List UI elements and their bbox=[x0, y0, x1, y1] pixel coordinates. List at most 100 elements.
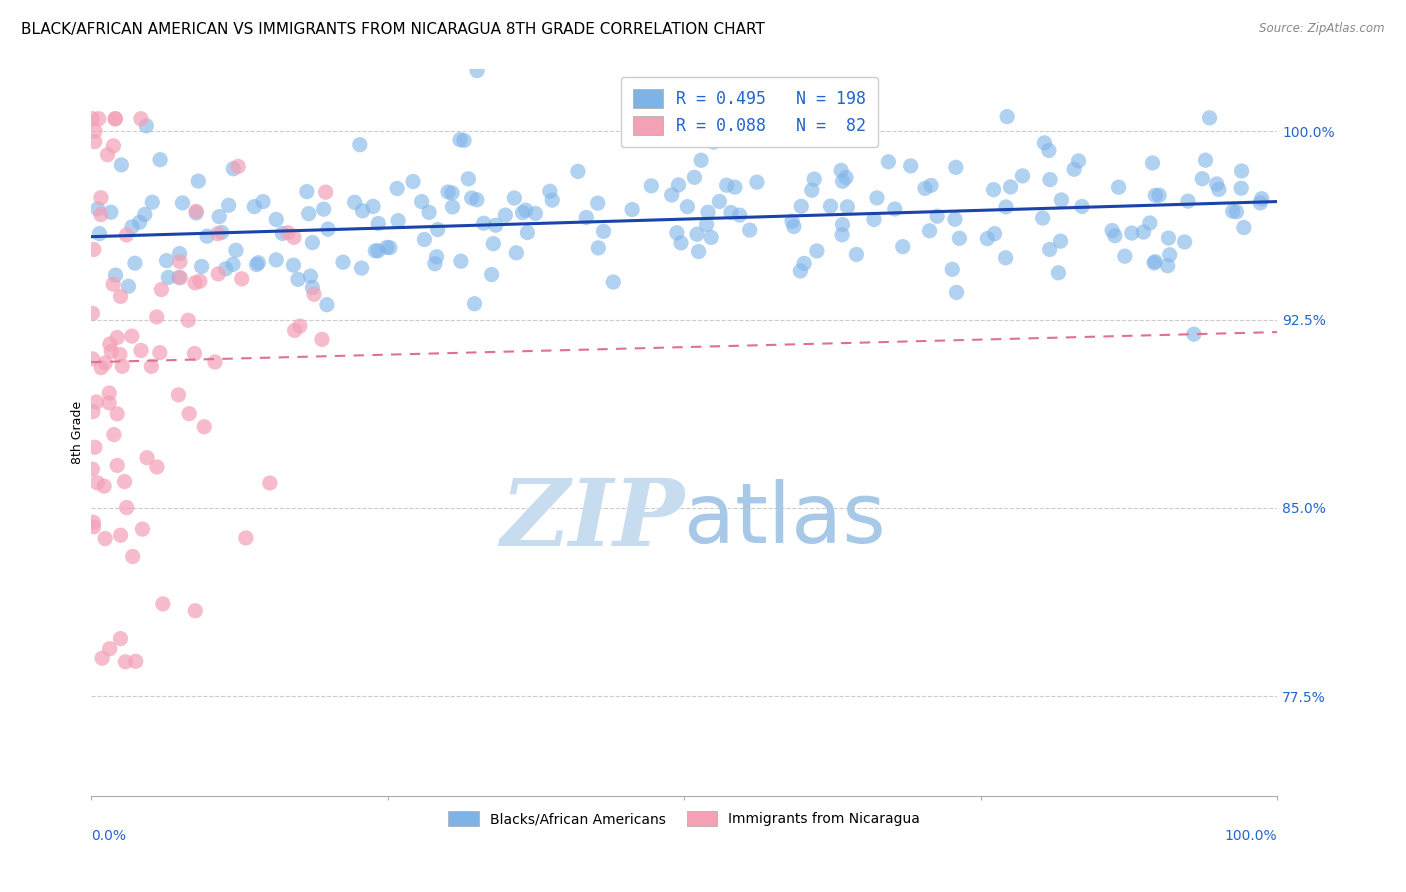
Point bbox=[1132, 225, 1154, 239]
Point bbox=[481, 268, 503, 282]
Point bbox=[152, 597, 174, 611]
Point bbox=[696, 218, 718, 232]
Point bbox=[186, 206, 208, 220]
Point bbox=[90, 191, 112, 205]
Point bbox=[441, 186, 464, 200]
Point bbox=[288, 319, 311, 334]
Point bbox=[538, 184, 561, 198]
Point bbox=[125, 654, 148, 668]
Point bbox=[1000, 180, 1022, 194]
Point bbox=[352, 203, 374, 218]
Point bbox=[866, 191, 889, 205]
Point bbox=[994, 200, 1017, 214]
Point bbox=[98, 396, 121, 410]
Point bbox=[800, 183, 823, 197]
Point bbox=[690, 153, 713, 168]
Point bbox=[167, 388, 190, 402]
Point bbox=[82, 462, 104, 476]
Point bbox=[264, 212, 287, 227]
Point bbox=[728, 208, 751, 222]
Point bbox=[1114, 249, 1136, 263]
Point bbox=[1101, 223, 1123, 237]
Point bbox=[103, 139, 125, 153]
Point bbox=[90, 360, 112, 375]
Point bbox=[665, 226, 688, 240]
Point bbox=[983, 183, 1005, 197]
Point bbox=[277, 226, 299, 240]
Point bbox=[460, 191, 482, 205]
Point bbox=[207, 267, 229, 281]
Point bbox=[252, 194, 274, 209]
Point bbox=[1039, 172, 1062, 186]
Point bbox=[709, 194, 731, 209]
Point bbox=[177, 313, 200, 327]
Point bbox=[184, 276, 207, 290]
Point bbox=[1032, 211, 1054, 225]
Point bbox=[167, 270, 190, 285]
Point bbox=[505, 245, 527, 260]
Point bbox=[1104, 228, 1126, 243]
Point bbox=[84, 124, 107, 138]
Point bbox=[218, 198, 240, 212]
Point bbox=[146, 460, 169, 475]
Point bbox=[1067, 153, 1090, 168]
Point bbox=[724, 180, 747, 194]
Point bbox=[149, 153, 172, 167]
Point bbox=[661, 188, 683, 202]
Point bbox=[179, 407, 201, 421]
Point bbox=[82, 112, 104, 126]
Point bbox=[387, 213, 409, 227]
Point bbox=[1177, 194, 1199, 209]
Point bbox=[676, 200, 699, 214]
Point bbox=[378, 241, 401, 255]
Point bbox=[284, 324, 307, 338]
Point bbox=[1194, 153, 1216, 168]
Point bbox=[169, 254, 191, 268]
Point bbox=[222, 161, 245, 176]
Point bbox=[87, 112, 110, 126]
Point bbox=[361, 199, 384, 213]
Text: 0.0%: 0.0% bbox=[91, 830, 127, 843]
Point bbox=[472, 216, 495, 230]
Point bbox=[1182, 327, 1205, 342]
Point bbox=[720, 205, 742, 219]
Point bbox=[482, 236, 505, 251]
Point bbox=[883, 202, 905, 216]
Point bbox=[83, 520, 105, 534]
Point bbox=[131, 522, 153, 536]
Point bbox=[204, 355, 226, 369]
Point bbox=[1108, 180, 1130, 194]
Point bbox=[117, 279, 139, 293]
Text: Source: ZipAtlas.com: Source: ZipAtlas.com bbox=[1260, 22, 1385, 36]
Point bbox=[94, 356, 117, 370]
Point bbox=[385, 181, 408, 195]
Point bbox=[423, 257, 446, 271]
Point bbox=[86, 395, 108, 409]
Point bbox=[464, 296, 486, 310]
Point bbox=[301, 280, 323, 294]
Point bbox=[1156, 259, 1178, 273]
Point bbox=[738, 223, 761, 237]
Point bbox=[1143, 256, 1166, 270]
Point bbox=[783, 219, 806, 234]
Point bbox=[877, 154, 900, 169]
Point bbox=[94, 532, 117, 546]
Point bbox=[86, 475, 108, 490]
Point bbox=[621, 202, 644, 217]
Legend: Blacks/African Americans, Immigrants from Nicaragua: Blacks/African Americans, Immigrants fro… bbox=[441, 804, 927, 833]
Point bbox=[96, 147, 118, 161]
Point bbox=[1039, 243, 1062, 257]
Point bbox=[413, 232, 436, 246]
Text: atlas: atlas bbox=[685, 479, 886, 560]
Point bbox=[169, 270, 191, 285]
Point bbox=[1050, 193, 1073, 207]
Point bbox=[128, 215, 150, 229]
Point bbox=[837, 200, 859, 214]
Point bbox=[315, 185, 337, 199]
Point bbox=[157, 270, 180, 285]
Point bbox=[100, 344, 122, 359]
Point bbox=[211, 226, 233, 240]
Point bbox=[541, 193, 564, 207]
Point bbox=[110, 528, 132, 542]
Point bbox=[948, 231, 970, 245]
